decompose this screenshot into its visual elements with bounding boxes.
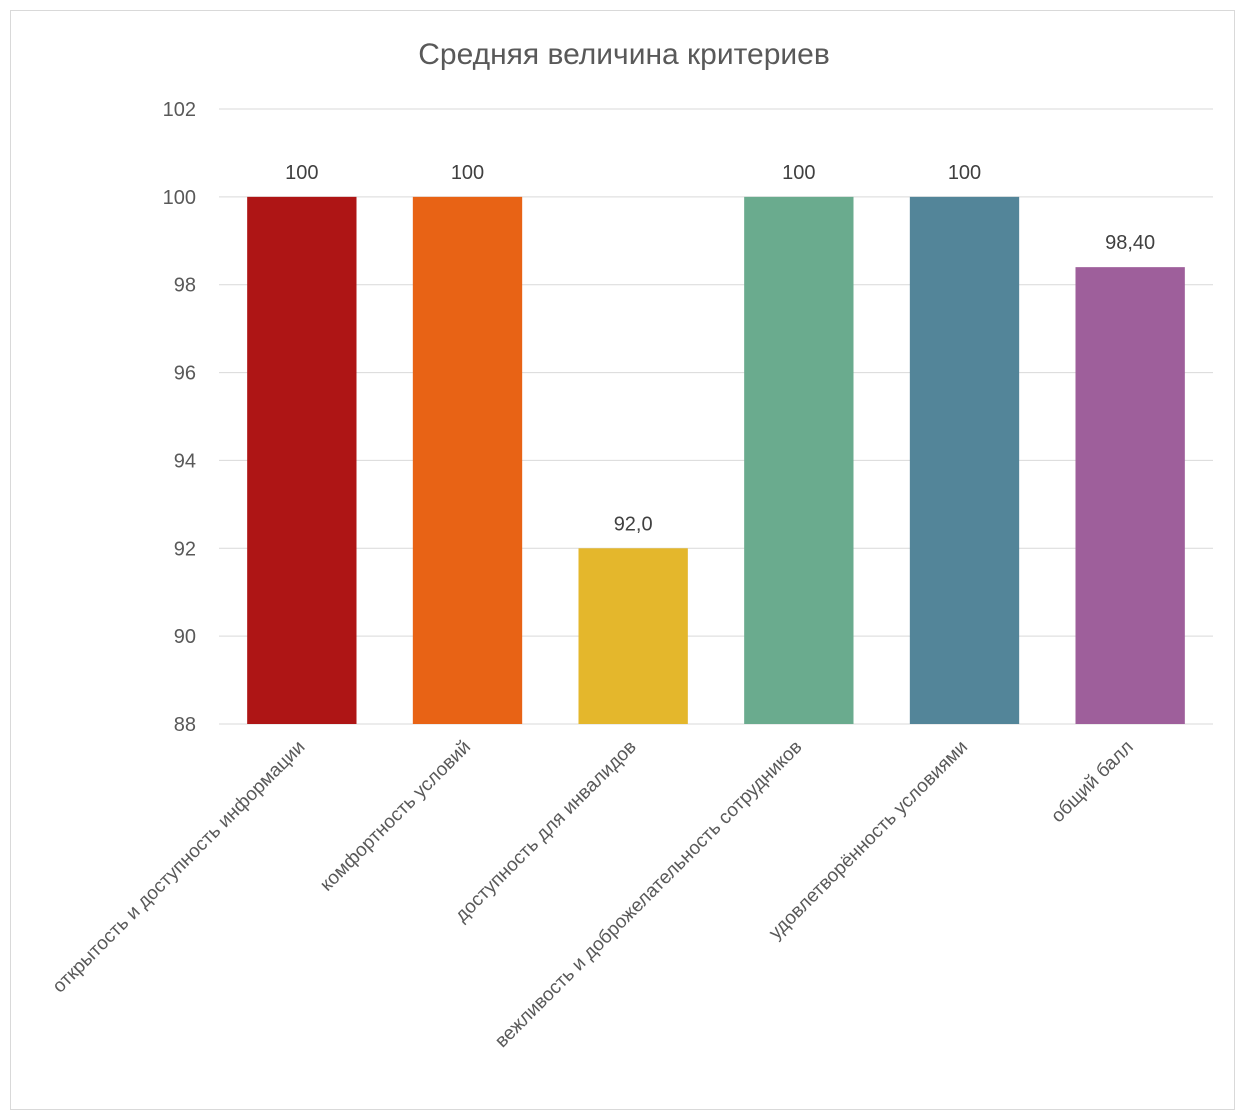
bars xyxy=(247,196,1185,724)
bar xyxy=(578,548,688,724)
y-tick-label: 96 xyxy=(174,363,196,385)
category-label: доступность для инвалидов xyxy=(451,737,641,927)
y-tick-label: 94 xyxy=(174,450,196,472)
category-label: открытость и доступность информации xyxy=(49,737,310,998)
y-tick-label: 98 xyxy=(174,275,196,297)
chart-title: Средняя величина критериев xyxy=(418,38,830,71)
x-axis-categories: открытость и доступность информации комфо… xyxy=(49,737,1138,1052)
bar xyxy=(744,196,854,724)
bar xyxy=(412,196,523,724)
category-label: общий балл xyxy=(1047,737,1137,827)
y-tick-label: 92 xyxy=(174,538,196,560)
data-label: 100 xyxy=(285,162,318,184)
data-label: 100 xyxy=(451,162,484,184)
data-labels: 100 100 92,0 100 100 98,40 xyxy=(285,162,1155,535)
y-axis-ticks: 88 90 92 94 96 98 100 102 xyxy=(163,99,196,736)
gridlines xyxy=(219,108,1213,725)
data-label: 100 xyxy=(782,162,815,184)
data-label: 98,40 xyxy=(1105,232,1155,254)
y-tick-label: 102 xyxy=(163,99,196,121)
y-tick-label: 90 xyxy=(174,626,196,648)
category-label: вежливость и доброжелательность сотрудни… xyxy=(491,737,806,1052)
category-label: комфортность условий xyxy=(316,737,475,896)
bar xyxy=(1075,267,1185,724)
bar xyxy=(247,196,357,724)
y-tick-label: 100 xyxy=(163,187,196,209)
data-label: 100 xyxy=(948,162,981,184)
data-label: 92,0 xyxy=(614,513,653,535)
bar xyxy=(909,196,1020,724)
y-tick-label: 88 xyxy=(174,714,196,736)
category-label: удовлетворённость условиями xyxy=(765,737,972,944)
